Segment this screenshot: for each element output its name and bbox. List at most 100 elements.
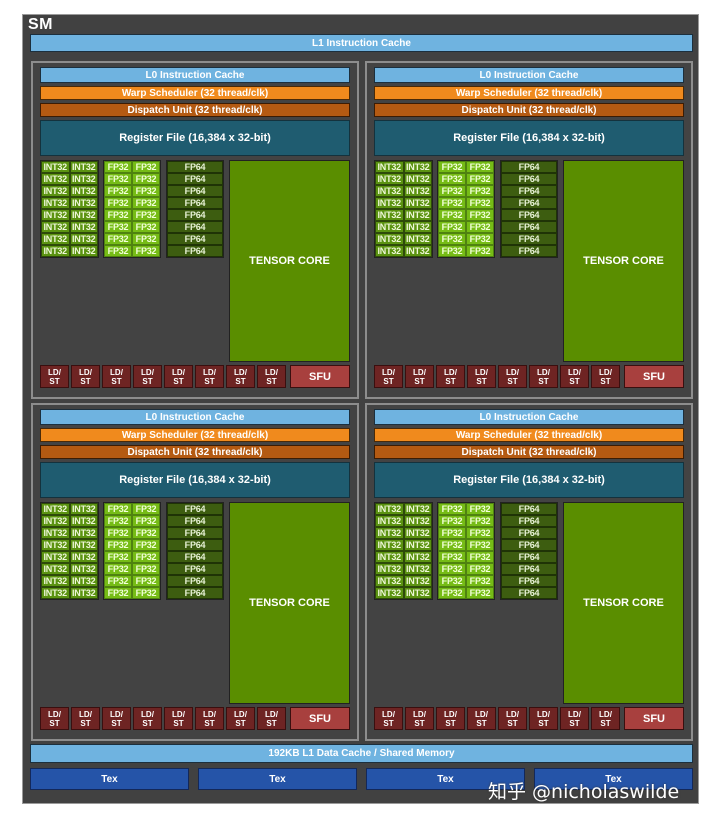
fp32-unit: FP32 bbox=[104, 209, 132, 221]
fp32-unit: FP32 bbox=[132, 161, 160, 173]
ld-st-label-bottom: ST bbox=[235, 718, 246, 728]
ld-st-label-top: LD/ bbox=[172, 367, 185, 377]
ld-st-label-top: LD/ bbox=[234, 709, 247, 719]
fp32-unit: FP32 bbox=[132, 539, 160, 551]
int32-unit: INT32 bbox=[403, 161, 432, 173]
int32-unit: INT32 bbox=[69, 563, 98, 575]
int32-unit: INT32 bbox=[375, 185, 404, 197]
int32-unit: INT32 bbox=[403, 209, 432, 221]
fp32-unit: FP32 bbox=[104, 245, 132, 257]
ld-st-label-top: LD/ bbox=[537, 709, 550, 719]
int32-unit: INT32 bbox=[69, 503, 98, 515]
fp64-unit: FP64 bbox=[501, 185, 557, 197]
int32-unit: INT32 bbox=[69, 539, 98, 551]
l1-instruction-cache: L1 Instruction Cache bbox=[30, 34, 693, 52]
int32-units: INT32 INT32 INT32 INT32 INT32 INT32 INT32 INT32… bbox=[40, 160, 99, 258]
int32-unit: INT32 bbox=[69, 551, 98, 563]
int32-unit: INT32 bbox=[69, 209, 98, 221]
fp64-unit: FP64 bbox=[501, 209, 557, 221]
dispatch-unit: Dispatch Unit (32 thread/clk) bbox=[374, 103, 684, 117]
fp32-unit: FP32 bbox=[104, 503, 132, 515]
int32-unit: INT32 bbox=[69, 221, 98, 233]
ld-st-unit: LD/ST bbox=[498, 365, 527, 388]
dispatch-unit: Dispatch Unit (32 thread/clk) bbox=[374, 445, 684, 459]
fp32-unit: FP32 bbox=[438, 539, 466, 551]
int32-unit: INT32 bbox=[69, 185, 98, 197]
int32-unit: INT32 bbox=[69, 587, 98, 599]
ld-st-label-bottom: ST bbox=[142, 718, 153, 728]
ld-st-label-top: LD/ bbox=[537, 367, 550, 377]
ld-st-label-top: LD/ bbox=[568, 709, 581, 719]
fp32-unit: FP32 bbox=[132, 563, 160, 575]
fp32-unit: FP32 bbox=[438, 245, 466, 257]
ld-st-label-top: LD/ bbox=[265, 709, 278, 719]
ld-st-unit: LD/ST bbox=[226, 365, 255, 388]
int32-unit: INT32 bbox=[403, 173, 432, 185]
fp32-unit: FP32 bbox=[132, 587, 160, 599]
int32-unit: INT32 bbox=[69, 161, 98, 173]
ld-st-label-top: LD/ bbox=[234, 367, 247, 377]
ld-st-label-top: LD/ bbox=[141, 367, 154, 377]
warp-scheduler: Warp Scheduler (32 thread/clk) bbox=[40, 428, 350, 442]
fp32-unit: FP32 bbox=[132, 209, 160, 221]
ld-st-label-top: LD/ bbox=[475, 367, 488, 377]
ld-st-label-bottom: ST bbox=[507, 376, 518, 386]
int32-unit: INT32 bbox=[403, 563, 432, 575]
int32-unit: INT32 bbox=[403, 539, 432, 551]
fp32-unit: FP32 bbox=[466, 515, 494, 527]
ld-st-label-bottom: ST bbox=[111, 718, 122, 728]
fp64-unit: FP64 bbox=[167, 503, 223, 515]
ld-st-unit: LD/ST bbox=[591, 365, 620, 388]
ldst-sfu-row: LD/ST LD/ST LD/ST LD/ST LD/ST LD/ST LD/ST LD/ST… bbox=[40, 365, 350, 388]
int32-unit: INT32 bbox=[403, 575, 432, 587]
int32-units: INT32 INT32 INT32 INT32 INT32 INT32 INT32 INT32… bbox=[374, 160, 433, 258]
ld-st-label-top: LD/ bbox=[48, 709, 61, 719]
ld-st-label-bottom: ST bbox=[142, 376, 153, 386]
int32-unit: INT32 bbox=[41, 515, 70, 527]
int32-unit: INT32 bbox=[41, 539, 70, 551]
fp32-unit: FP32 bbox=[466, 539, 494, 551]
ld-st-unit: LD/ST bbox=[226, 707, 255, 730]
fp64-unit: FP64 bbox=[167, 197, 223, 209]
execution-units: INT32 INT32 INT32 INT32 INT32 INT32 INT32 INT32… bbox=[374, 502, 684, 704]
int32-unit: INT32 bbox=[375, 161, 404, 173]
int32-unit: INT32 bbox=[375, 527, 404, 539]
fp32-unit: FP32 bbox=[438, 209, 466, 221]
ld-st-label-top: LD/ bbox=[506, 709, 519, 719]
int32-unit: INT32 bbox=[41, 221, 70, 233]
int32-unit: INT32 bbox=[375, 221, 404, 233]
int32-unit: INT32 bbox=[403, 551, 432, 563]
ld-st-unit: LD/ST bbox=[164, 365, 193, 388]
ld-st-label-top: LD/ bbox=[413, 367, 426, 377]
int32-unit: INT32 bbox=[41, 527, 70, 539]
ld-st-label-bottom: ST bbox=[235, 376, 246, 386]
int32-unit: INT32 bbox=[375, 563, 404, 575]
ld-st-unit: LD/ST bbox=[374, 365, 403, 388]
fp32-unit: FP32 bbox=[438, 563, 466, 575]
fp32-unit: FP32 bbox=[466, 527, 494, 539]
sm-processing-block: L0 Instruction Cache Warp Scheduler (32 … bbox=[365, 61, 693, 399]
ld-st-unit: LD/ST bbox=[436, 707, 465, 730]
int32-unit: INT32 bbox=[41, 575, 70, 587]
ld-st-label-bottom: ST bbox=[600, 376, 611, 386]
execution-units: INT32 INT32 INT32 INT32 INT32 INT32 INT32 INT32… bbox=[40, 160, 350, 362]
ld-st-unit: LD/ST bbox=[467, 365, 496, 388]
fp32-unit: FP32 bbox=[438, 587, 466, 599]
fp64-unit: FP64 bbox=[167, 209, 223, 221]
ld-st-label-bottom: ST bbox=[204, 376, 215, 386]
ld-st-unit: LD/ST bbox=[591, 707, 620, 730]
ld-st-label-bottom: ST bbox=[173, 376, 184, 386]
fp32-unit: FP32 bbox=[104, 173, 132, 185]
tex-unit: Tex bbox=[198, 768, 357, 790]
fp32-unit: FP32 bbox=[466, 173, 494, 185]
fp32-unit: FP32 bbox=[132, 197, 160, 209]
sfu-unit: SFU bbox=[290, 707, 350, 730]
fp64-unit: FP64 bbox=[501, 503, 557, 515]
fp32-unit: FP32 bbox=[132, 503, 160, 515]
int32-unit: INT32 bbox=[41, 245, 70, 257]
l0-instruction-cache: L0 Instruction Cache bbox=[40, 67, 350, 83]
fp32-unit: FP32 bbox=[132, 527, 160, 539]
fp32-unit: FP32 bbox=[466, 551, 494, 563]
ld-st-unit: LD/ST bbox=[40, 365, 69, 388]
fp64-unit: FP64 bbox=[501, 539, 557, 551]
